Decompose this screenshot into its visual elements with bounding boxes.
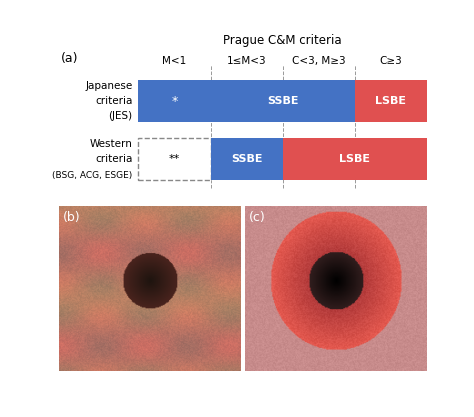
Text: Prague C&M criteria: Prague C&M criteria	[223, 34, 342, 47]
Text: (c): (c)	[248, 211, 265, 224]
Text: SSBE: SSBE	[231, 154, 262, 164]
Text: LSBE: LSBE	[375, 96, 406, 106]
Text: LSBE: LSBE	[339, 154, 370, 164]
Bar	[138, 138, 210, 181]
Text: (b): (b)	[63, 211, 81, 224]
Text: criteria: criteria	[95, 154, 133, 164]
Bar	[283, 138, 427, 181]
Text: C<3, M≥3: C<3, M≥3	[292, 56, 346, 66]
Text: criteria: criteria	[95, 96, 133, 106]
Text: (a): (a)	[61, 52, 78, 65]
Text: Western: Western	[90, 139, 133, 149]
Text: M<1: M<1	[163, 56, 187, 66]
Bar	[210, 138, 283, 181]
Text: (JES): (JES)	[109, 111, 133, 121]
Bar	[355, 80, 427, 122]
Text: C≥3: C≥3	[379, 56, 402, 66]
Text: *: *	[172, 95, 178, 108]
Text: 1≤M<3: 1≤M<3	[227, 56, 266, 66]
Bar	[138, 80, 355, 122]
Text: (BSG, ACG, ESGE): (BSG, ACG, ESGE)	[53, 171, 133, 181]
Text: **: **	[169, 154, 180, 164]
Text: Japanese: Japanese	[85, 81, 133, 91]
Text: SSBE: SSBE	[267, 96, 298, 106]
